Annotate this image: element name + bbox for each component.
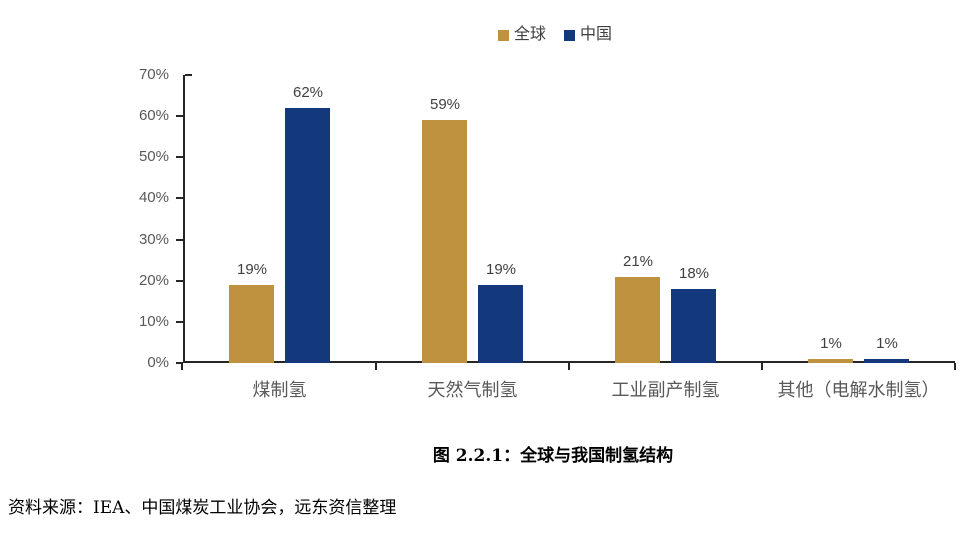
legend-swatch-global bbox=[497, 29, 509, 41]
y-axis-tick bbox=[176, 320, 183, 323]
x-axis-tick bbox=[954, 363, 956, 370]
bar-value-label: 62% bbox=[292, 84, 324, 101]
legend-swatch-china bbox=[564, 29, 575, 41]
x-axis-category-label: 其他（电解水制氢） bbox=[777, 380, 940, 400]
y-axis-label: 0% bbox=[147, 354, 169, 371]
x-axis-category-label: 天然气制氢 bbox=[427, 380, 518, 400]
y-axis-label: 50% bbox=[138, 148, 169, 166]
y-axis-label: 20% bbox=[138, 271, 169, 289]
bar-value-label: 19% bbox=[485, 261, 517, 278]
bar-global-1 bbox=[422, 120, 467, 363]
bar-value-label: 59% bbox=[429, 96, 461, 113]
plot-area bbox=[183, 75, 955, 363]
source-note: 资料来源：IEA、中国煤炭工业协会，远东资信整理 bbox=[8, 498, 397, 518]
y-axis-tick bbox=[176, 197, 183, 200]
bar-value-label: 1% bbox=[876, 335, 898, 352]
bar-global-3 bbox=[808, 359, 853, 363]
bar-global-2 bbox=[615, 277, 660, 363]
y-axis-tick bbox=[176, 279, 183, 282]
x-axis-tick bbox=[375, 363, 377, 370]
bar-china-3 bbox=[864, 359, 909, 363]
y-axis-tick bbox=[176, 362, 183, 364]
chart-legend: 全球 中国 bbox=[66, 27, 978, 43]
legend-label-china: 中国 bbox=[580, 26, 613, 43]
bar-value-label: 18% bbox=[678, 265, 710, 282]
y-axis-tick bbox=[176, 115, 183, 118]
bar-value-label: 1% bbox=[820, 335, 842, 352]
x-axis-category-label: 煤制氢 bbox=[252, 380, 307, 400]
bar-china-2 bbox=[671, 289, 716, 363]
x-axis-tick bbox=[568, 363, 570, 370]
legend-item-china: 中国 bbox=[564, 27, 612, 43]
y-axis-top-cap bbox=[185, 74, 192, 76]
y-axis-tick bbox=[176, 238, 183, 241]
legend-label-global: 全球 bbox=[513, 26, 546, 43]
bar-china-0 bbox=[285, 108, 330, 363]
x-axis-tick bbox=[761, 363, 763, 370]
x-axis-category-label: 工业副产制氢 bbox=[611, 380, 720, 400]
legend-item-global: 全球 bbox=[497, 26, 546, 43]
bar-value-label: 19% bbox=[236, 261, 268, 278]
y-axis-label: 70% bbox=[138, 66, 169, 83]
y-axis-label: 10% bbox=[138, 312, 169, 330]
y-axis-label: 30% bbox=[138, 230, 169, 248]
bar-global-0 bbox=[229, 285, 274, 363]
y-axis-label: 40% bbox=[138, 189, 169, 207]
y-axis-label: 60% bbox=[138, 107, 169, 125]
y-axis-tick bbox=[176, 156, 183, 159]
x-axis-tick bbox=[181, 363, 183, 370]
bar-china-1 bbox=[478, 285, 523, 363]
bar-value-label: 21% bbox=[622, 253, 654, 270]
figure-caption: 图 2.2.1：全球与我国制氢结构 bbox=[432, 446, 674, 466]
